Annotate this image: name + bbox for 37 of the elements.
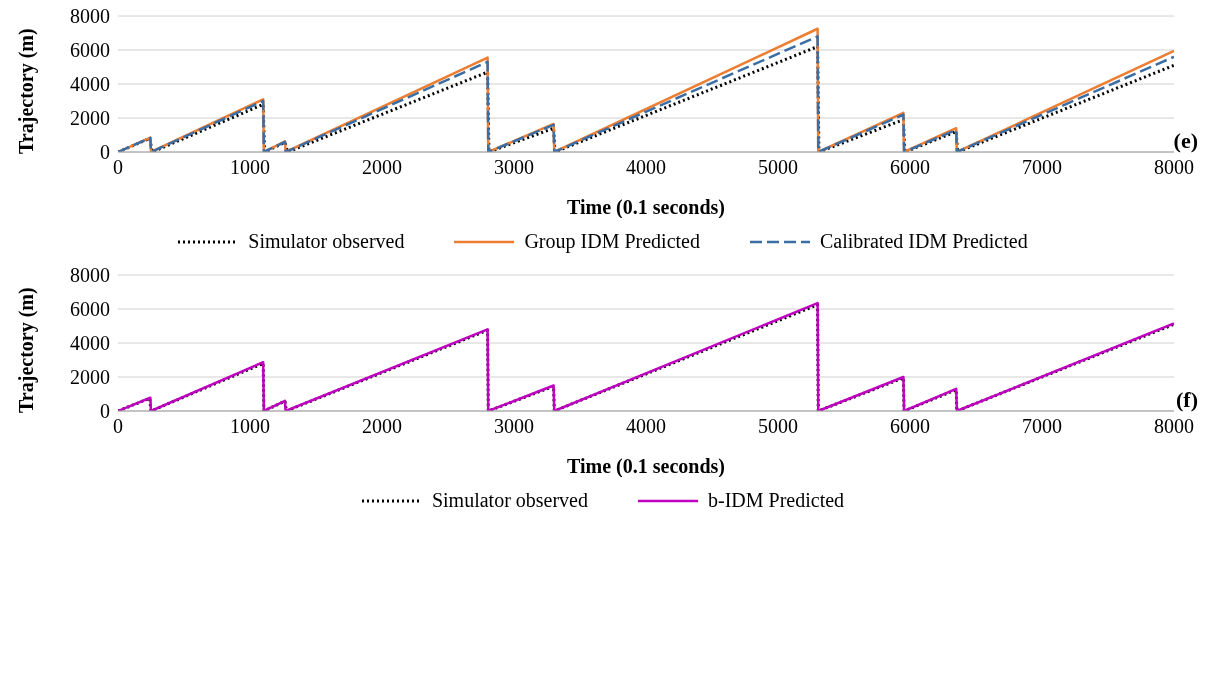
x-axis-title: Time (0.1 seconds) (567, 455, 725, 478)
x-tick-label: 6000 (890, 156, 930, 179)
legend-label: b-IDM Predicted (708, 489, 845, 512)
x-tick-label: 7000 (1022, 415, 1062, 438)
y-axis-title: Trajectory (m) (15, 28, 39, 154)
x-tick-label: 1000 (230, 156, 270, 179)
x-tick-label: 2000 (362, 156, 402, 179)
x-tick-label: 8000 (1154, 156, 1194, 179)
x-tick-label: 7000 (1022, 156, 1062, 179)
legend-label: Simulator observed (248, 230, 405, 253)
x-tick-label: 4000 (626, 156, 666, 179)
text: (f) (1176, 387, 1198, 413)
y-tick-label: 4000 (70, 73, 110, 96)
y-tick-label: 8000 (70, 264, 110, 287)
x-tick-label: 4000 (626, 415, 666, 438)
y-tick-label: 2000 (70, 107, 110, 130)
annotation: (e) (1173, 128, 1198, 154)
x-tick-label: 5000 (758, 415, 798, 438)
x-tick-label: 3000 (494, 415, 534, 438)
y-tick-label: 6000 (70, 39, 110, 62)
x-tick-label: 1000 (230, 415, 270, 438)
y-tick-label: 8000 (70, 5, 110, 28)
y-tick-label: 0 (100, 141, 110, 164)
legend-label: Calibrated IDM Predicted (819, 230, 1028, 253)
x-tick-label: 6000 (890, 415, 930, 438)
y-tick-label: 2000 (70, 366, 110, 389)
y-axis-title: Trajectory (m) (15, 287, 39, 413)
y-tick-label: 0 (100, 400, 110, 423)
y-tick-label: 4000 (70, 332, 110, 355)
x-tick-label: 3000 (494, 156, 534, 179)
x-tick-label: 8000 (1154, 415, 1194, 438)
y-tick-label: 6000 (70, 298, 110, 321)
legend-label: Group IDM Predicted (524, 230, 700, 253)
x-tick-label: 2000 (362, 415, 402, 438)
x-axis-title: Time (0.1 seconds) (567, 196, 725, 219)
x-tick-label: 5000 (758, 156, 798, 179)
legend-label: Simulator observed (431, 489, 588, 512)
